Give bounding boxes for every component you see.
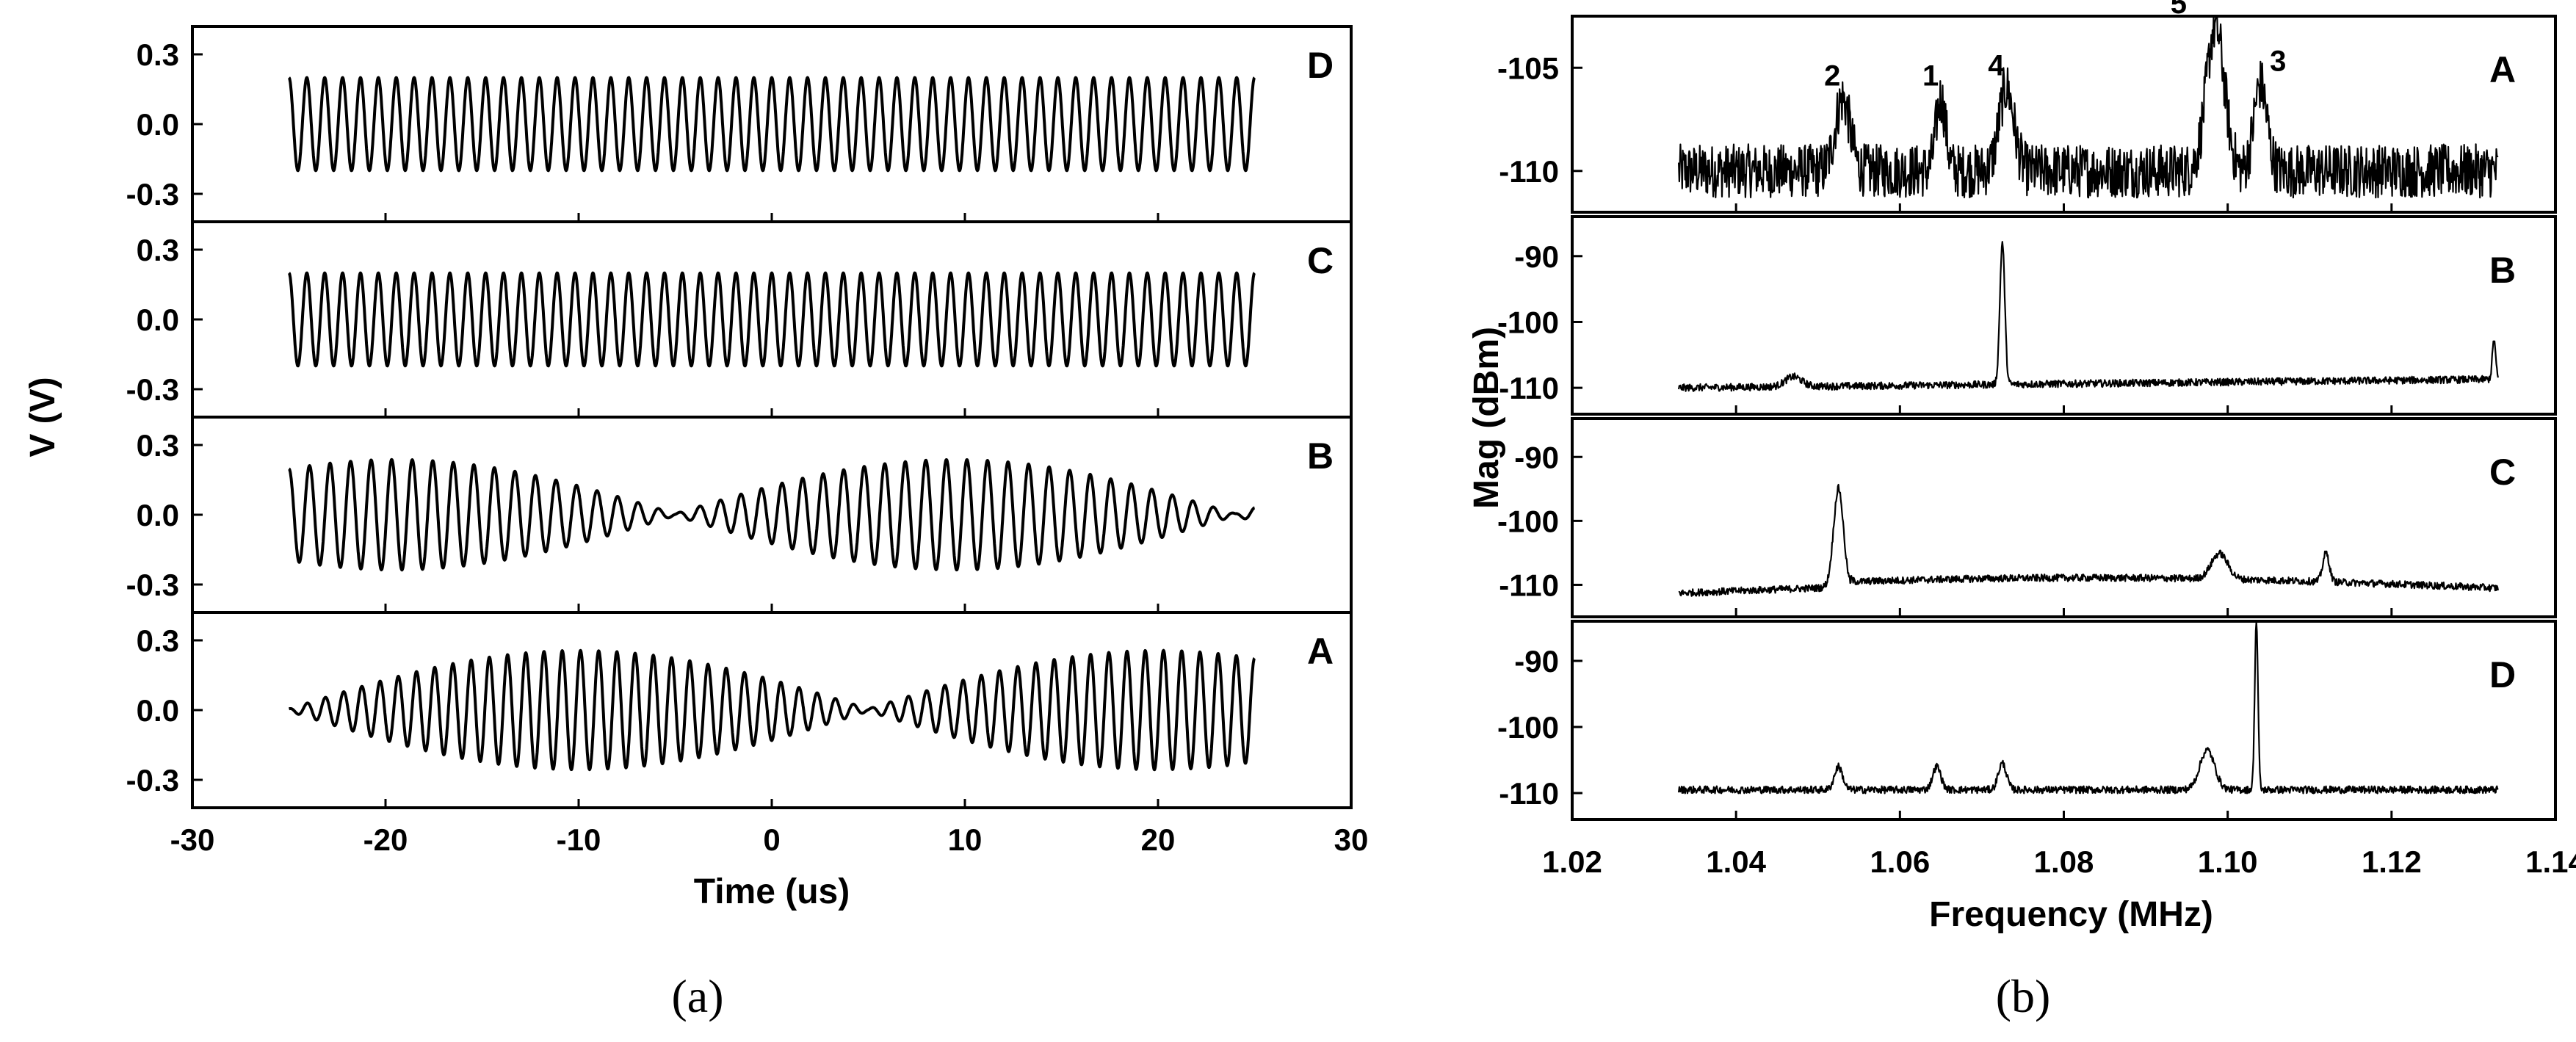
chart-a-time-traces: -0.3 0.0 0.3 D -0.3 0.0 0.3 C -0.3 0.0 0.3 B -0.3 0.0…: [23, 25, 1369, 911]
panel-b-a: -110 -105 A 2 1 4 5 3: [1497, 0, 2557, 214]
panel-a-a: -0.3 0.0 0.3 A: [126, 611, 1353, 809]
y-tick-label: 0.0: [137, 693, 179, 728]
panel-a-b: -0.3 0.0 0.3 B: [126, 416, 1353, 614]
x-tick-label: -10: [557, 822, 601, 857]
y-tick-label: -110: [1499, 568, 1559, 602]
panel-frame: [1571, 417, 2557, 618]
x-tick-label: 1.04: [1706, 844, 1766, 879]
y-tick-label: -90: [1514, 644, 1559, 679]
waveform-trace: [287, 648, 1256, 772]
panel-frame: [1571, 215, 2557, 416]
x-tick-label: 1.08: [2034, 844, 2094, 879]
waveform-trace: [287, 271, 1256, 368]
panel-label: A: [1307, 631, 1334, 672]
x-tick-label: 30: [1334, 822, 1369, 857]
y-tick-label: -110: [1499, 776, 1559, 811]
panel-label: B: [1307, 435, 1334, 477]
x-axis-label: Frequency (MHz): [1929, 895, 2213, 934]
y-tick-label: 0.0: [137, 303, 179, 337]
y-tick-label: 0.0: [137, 107, 179, 142]
panel-label: D: [1307, 45, 1334, 86]
waveform-trace: [287, 457, 1256, 572]
panel-b-b: -110 -100 -90 B: [1497, 215, 2557, 416]
panel-label: D: [2489, 654, 2516, 695]
y-tick-label: 0.3: [137, 233, 179, 267]
peak-label-1: 1: [1922, 59, 1939, 92]
caption-a: (a): [671, 970, 723, 1022]
waveform-trace: [287, 76, 1256, 173]
panel-b-d: -110 -100 -90 D: [1497, 620, 2557, 821]
x-tick-label: 1.10: [2198, 844, 2258, 879]
y-tick-label: -0.3: [126, 372, 179, 407]
x-tick-label: -30: [170, 822, 215, 857]
y-tick-label: -110: [1499, 154, 1559, 189]
y-axis-label: V (V): [23, 377, 62, 457]
panel-label: A: [2489, 49, 2516, 90]
x-tick-label: 10: [948, 822, 983, 857]
spectrum-trace: [1678, 241, 2499, 392]
y-axis-label: Mag (dBm): [1467, 327, 1506, 509]
y-tick-label: -0.3: [126, 568, 179, 602]
y-tick-label: -0.3: [126, 177, 179, 211]
x-tick-label: 1.14: [2525, 844, 2576, 879]
y-tick-label: -90: [1514, 440, 1559, 474]
x-tick-label: 1.02: [1542, 844, 1602, 879]
y-tick-label: 0.3: [137, 428, 179, 463]
x-axis-label: Time (us): [694, 872, 850, 911]
peak-label-4: 4: [1988, 49, 2005, 82]
x-tick-label: 1.12: [2362, 844, 2422, 879]
panel-a-c: -0.3 0.0 0.3 C: [126, 220, 1353, 419]
panel-b-c: -110 -100 -90 C: [1497, 417, 2557, 618]
panel-label: C: [2489, 452, 2516, 493]
y-tick-label: 0.0: [137, 498, 179, 532]
y-tick-label: 0.3: [137, 37, 179, 72]
spectrum-trace: [1678, 621, 2499, 795]
y-tick-label: -105: [1497, 51, 1559, 85]
peak-label-2: 2: [1824, 59, 1840, 92]
y-tick-label: -100: [1497, 305, 1559, 339]
y-tick-label: -0.3: [126, 763, 179, 797]
spectrum-trace: [1678, 15, 2499, 199]
panel-label: C: [1307, 240, 1334, 281]
x-tick-label: 20: [1141, 822, 1176, 857]
chart-b-spectra: -110-105 A2 1 453-110-100-90 B-110-100-90 C-1…: [1467, 0, 2576, 934]
x-tick-label: -20: [363, 822, 408, 857]
peak-label-5: 5: [2171, 0, 2187, 20]
y-tick-label: -100: [1497, 710, 1559, 745]
panel-a-d: -0.3 0.0 0.3 D: [126, 25, 1353, 223]
caption-b: (b): [1996, 970, 2051, 1022]
y-tick-label: -110: [1499, 371, 1559, 405]
panel-label: B: [2489, 250, 2516, 291]
peak-label-3: 3: [2270, 46, 2286, 78]
y-tick-label: 0.3: [137, 623, 179, 658]
x-tick-label: 0: [763, 822, 780, 857]
y-tick-label: -90: [1514, 239, 1559, 274]
spectrum-trace: [1678, 483, 2499, 597]
x-tick-label: 1.06: [1870, 844, 1930, 879]
y-tick-label: -100: [1497, 504, 1559, 538]
